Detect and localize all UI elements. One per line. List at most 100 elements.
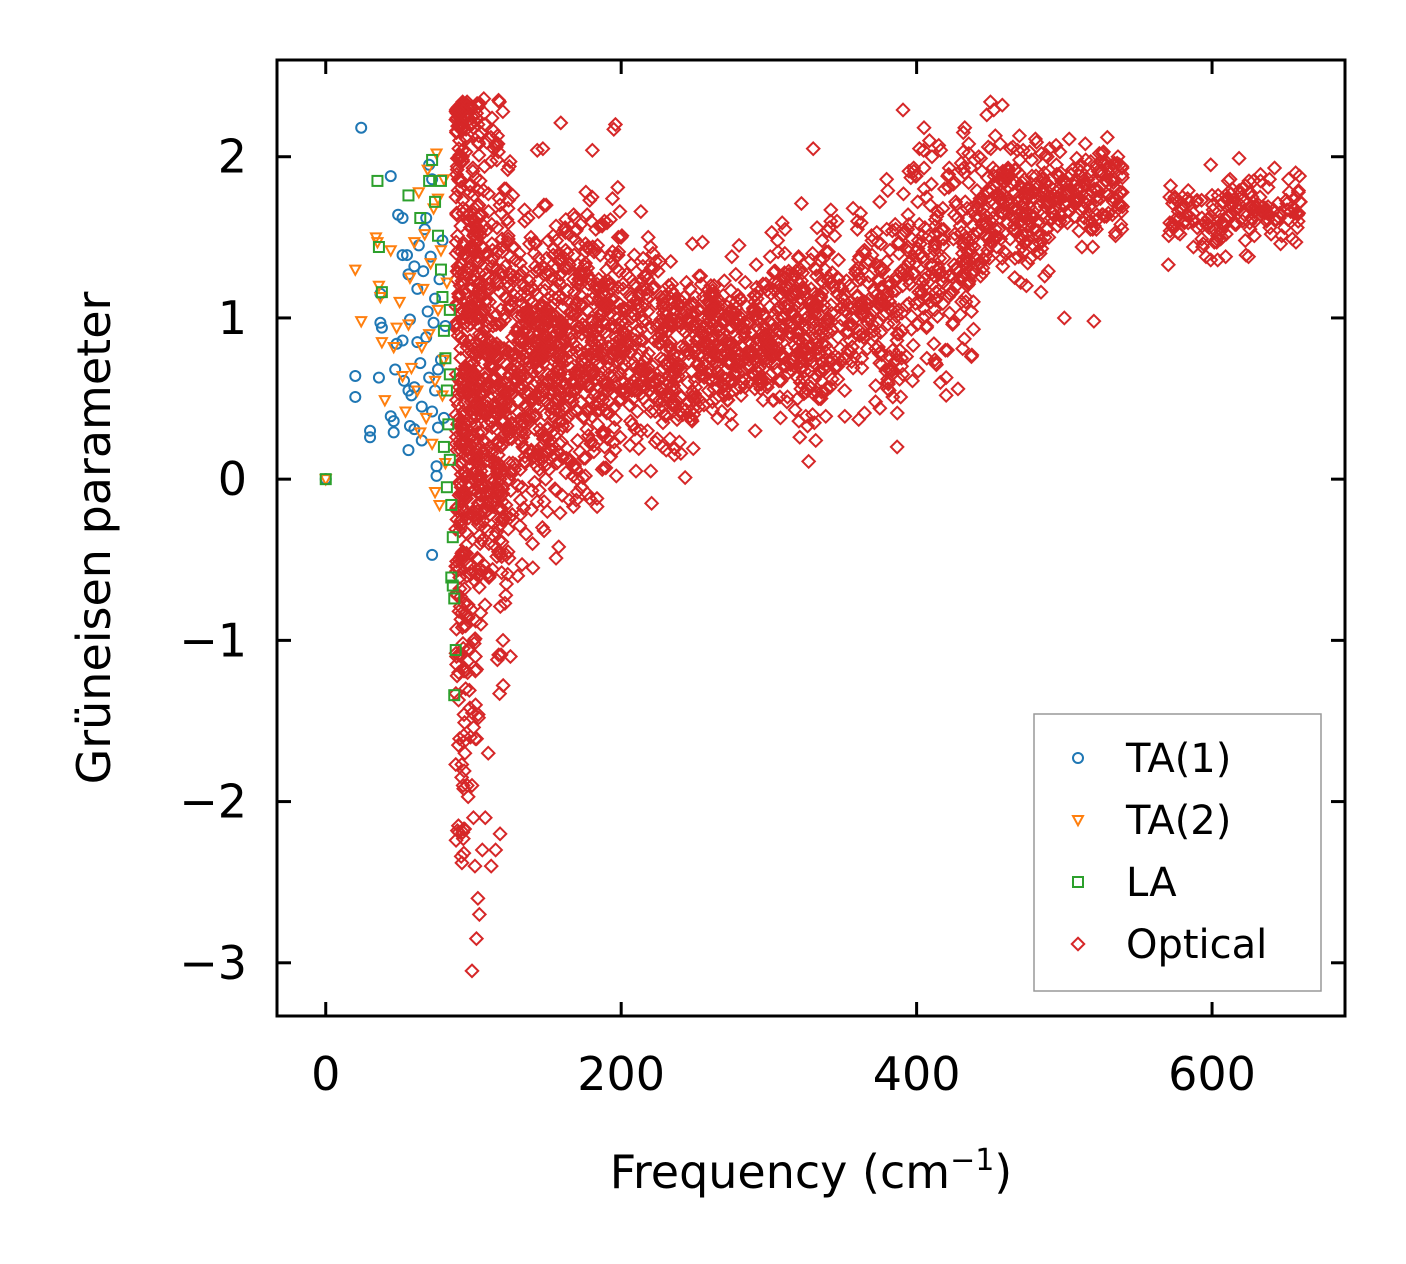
optical-point xyxy=(554,487,570,503)
optical-point xyxy=(803,252,819,268)
optical-point xyxy=(959,210,976,226)
ta1-point xyxy=(389,363,402,376)
optical-point xyxy=(1287,202,1303,218)
optical-point xyxy=(1231,182,1247,199)
optical-point xyxy=(748,257,764,273)
optical-point xyxy=(1014,174,1030,191)
la-point xyxy=(423,174,436,187)
optical-point xyxy=(559,339,575,355)
optical-point xyxy=(548,550,564,566)
optical-point xyxy=(1048,157,1065,173)
optical-point xyxy=(572,287,589,304)
optical-point xyxy=(945,269,961,286)
optical-point xyxy=(963,303,980,320)
optical-point xyxy=(1247,213,1263,229)
optical-point xyxy=(856,405,873,421)
optical-point xyxy=(539,300,555,316)
optical-point xyxy=(667,398,684,415)
optical-point xyxy=(674,321,690,337)
optical-point xyxy=(727,358,744,374)
optical-point xyxy=(780,315,796,331)
optical-point xyxy=(589,323,605,339)
optical-point xyxy=(746,347,762,363)
optical-point xyxy=(567,363,584,379)
optical-point xyxy=(792,429,808,445)
optical-point xyxy=(574,345,590,362)
optical-point xyxy=(978,228,994,244)
optical-point xyxy=(468,416,484,433)
optical-point xyxy=(1104,189,1121,205)
optical-point xyxy=(936,181,953,197)
optical-point xyxy=(961,136,977,152)
optical-point xyxy=(905,337,921,354)
optical-point xyxy=(1202,208,1219,225)
optical-point xyxy=(471,579,487,595)
optical-point xyxy=(805,386,822,402)
optical-point xyxy=(1090,182,1106,199)
optical-point xyxy=(615,276,631,292)
ta1-point xyxy=(349,369,362,382)
optical-point xyxy=(569,344,585,360)
optical-point xyxy=(654,323,671,339)
la-point xyxy=(437,440,450,453)
ta2-point xyxy=(412,187,426,200)
x-tick-label: 200 xyxy=(577,1047,665,1101)
optical-point xyxy=(1002,197,1018,213)
optical-point xyxy=(623,257,639,273)
optical-point xyxy=(872,194,888,210)
optical-point xyxy=(1092,190,1109,207)
optical-point xyxy=(449,295,465,312)
optical-point xyxy=(602,318,619,334)
optical-point xyxy=(475,303,491,320)
optical-point xyxy=(553,115,569,131)
optical-point xyxy=(640,271,656,287)
ta2-point xyxy=(401,319,416,332)
optical-point xyxy=(647,279,663,295)
optical-point xyxy=(1242,199,1258,215)
optical-point xyxy=(658,355,674,371)
optical-point xyxy=(603,448,619,465)
optical-point xyxy=(503,400,519,416)
optical-point xyxy=(1251,197,1267,213)
optical-point xyxy=(724,416,740,433)
optical-point xyxy=(534,519,551,536)
optical-point xyxy=(939,342,956,358)
optical-point xyxy=(530,442,546,458)
optical-point xyxy=(474,340,491,357)
optical-point xyxy=(458,249,475,265)
optical-point xyxy=(1281,184,1297,200)
optical-point xyxy=(854,350,870,366)
optical-point xyxy=(869,224,885,241)
optical-point xyxy=(850,260,866,276)
ta2-point xyxy=(423,258,438,271)
optical-point xyxy=(470,116,486,133)
optical-point xyxy=(491,190,507,207)
optical-point xyxy=(493,205,510,221)
optical-point xyxy=(633,203,649,220)
optical-point xyxy=(774,215,790,231)
optical-point xyxy=(1272,236,1289,252)
optical-point xyxy=(588,221,604,237)
optical-point xyxy=(793,195,810,212)
optical-point xyxy=(583,313,599,329)
optical-point xyxy=(589,416,606,433)
optical-point xyxy=(755,392,771,408)
optical-point xyxy=(608,468,624,484)
optical-point xyxy=(582,377,598,394)
optical-point xyxy=(723,347,739,363)
optical-point xyxy=(453,848,469,865)
optical-point xyxy=(476,386,492,402)
optical-point xyxy=(837,382,853,399)
optical-point xyxy=(696,397,712,413)
optical-point xyxy=(835,297,851,313)
optical-point xyxy=(459,94,475,110)
optical-point xyxy=(655,415,671,431)
optical-point xyxy=(485,498,501,515)
optical-point xyxy=(511,268,527,284)
optical-point xyxy=(921,228,937,244)
optical-point xyxy=(893,350,910,366)
optical-point xyxy=(931,137,947,154)
optical-point xyxy=(910,363,926,379)
optical-point xyxy=(1114,170,1131,186)
